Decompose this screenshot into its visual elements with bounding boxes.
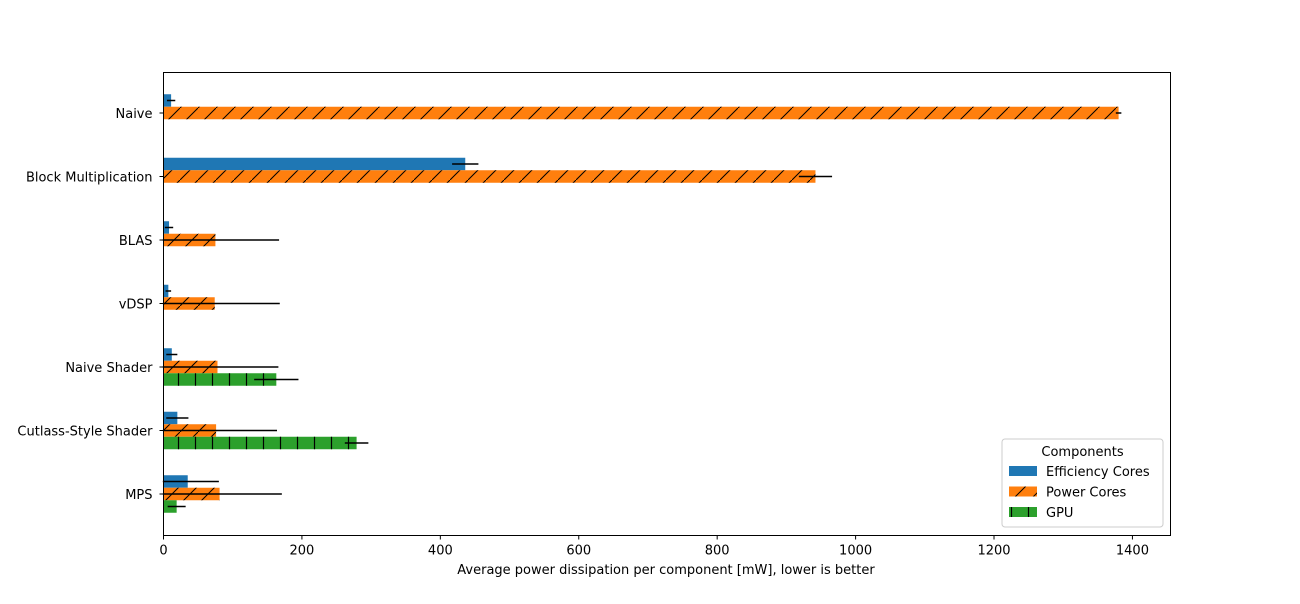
legend-label-efficiency-cores: Efficiency Cores bbox=[1046, 465, 1150, 480]
x-tick-label: 200 bbox=[290, 544, 315, 559]
y-tick-label: Cutlass-Style Shader bbox=[17, 425, 153, 440]
legend-swatch-hatch bbox=[1009, 486, 1037, 497]
x-tick-label: 600 bbox=[566, 544, 591, 559]
bar-efficiency-cores bbox=[163, 157, 466, 171]
x-tick-label: 1400 bbox=[1116, 544, 1149, 559]
x-axis-label: Average power dissipation per component … bbox=[457, 563, 875, 578]
bar-hatch-power-cores bbox=[163, 106, 1119, 120]
y-tick-label: Naive Shader bbox=[65, 361, 153, 376]
y-axis: Naive Block Multiplication BLAS vDSP Naive S… bbox=[17, 107, 164, 503]
y-tick-label: vDSP bbox=[119, 298, 153, 313]
x-tick-label: 0 bbox=[159, 544, 167, 559]
y-tick-label: Block Multiplication bbox=[26, 171, 153, 186]
x-tick-label: 800 bbox=[705, 544, 730, 559]
bar-hatch-power-cores bbox=[163, 170, 816, 183]
x-tick-label: 1000 bbox=[839, 544, 872, 559]
bars-layer bbox=[163, 94, 1119, 513]
x-tick-label: 400 bbox=[428, 544, 453, 559]
y-tick-label: BLAS bbox=[119, 234, 153, 249]
bar-hatch-gpu bbox=[163, 436, 357, 450]
legend-swatch-efficiency-cores bbox=[1009, 466, 1037, 476]
legend-label-gpu: GPU bbox=[1046, 506, 1073, 521]
legend-title: Components bbox=[1041, 445, 1123, 460]
x-axis: 0 200 400 600 800 1000 1200 1400 bbox=[159, 535, 1149, 559]
legend: Components Efficiency Cores Power Cores GPU bbox=[1001, 438, 1164, 528]
x-tick-label: 1200 bbox=[977, 544, 1010, 559]
legend-swatch-hatch bbox=[1009, 507, 1037, 517]
y-tick-label: Naive bbox=[116, 107, 153, 122]
legend-label-power-cores: Power Cores bbox=[1046, 486, 1127, 501]
bar-hatch-gpu bbox=[163, 373, 277, 386]
legend-box bbox=[1001, 438, 1164, 528]
y-tick-label: MPS bbox=[125, 488, 152, 503]
